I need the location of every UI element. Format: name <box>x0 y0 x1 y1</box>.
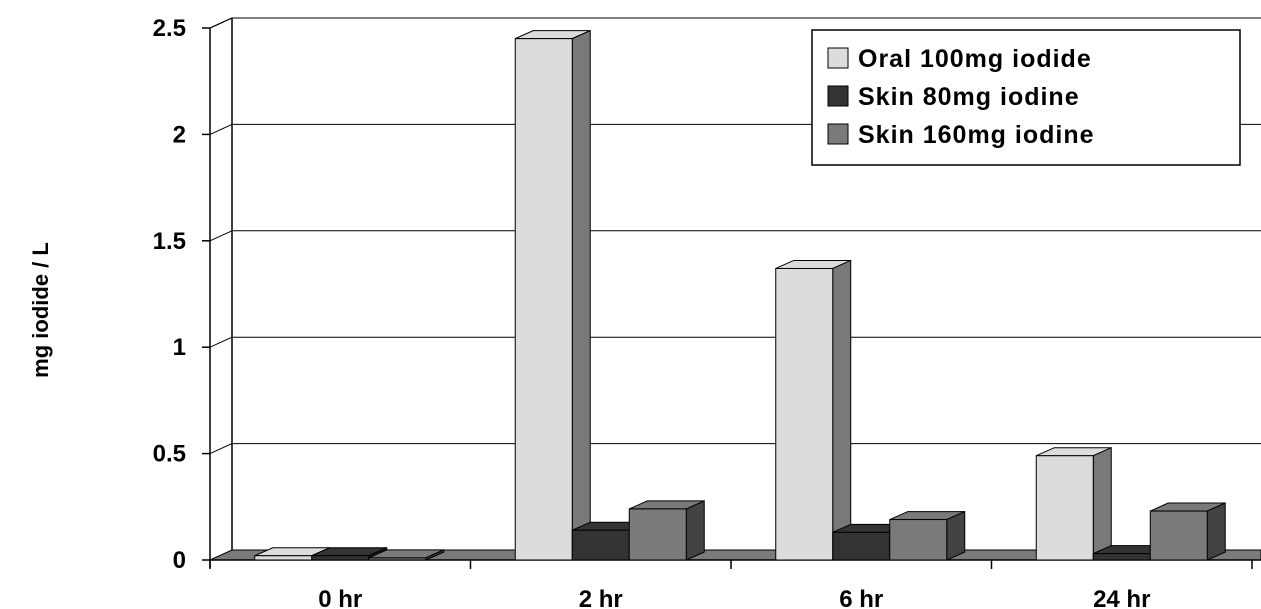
bar <box>1035 446 1112 561</box>
bar-front <box>571 529 630 561</box>
bar-side <box>1206 502 1226 561</box>
y-tick-label: 0 <box>173 547 186 574</box>
gridlines <box>209 17 1261 455</box>
legend-label: Oral 100mg iodide <box>858 45 1092 73</box>
bar <box>368 549 445 561</box>
gridline-diagonal <box>209 443 233 455</box>
bar-side <box>685 500 705 561</box>
bars <box>254 29 1226 561</box>
y-tick-labels: 0 0.5 1 1.5 2 2.5 <box>153 15 210 574</box>
bar-front <box>1092 553 1151 561</box>
bar-front <box>628 508 687 561</box>
top-edge <box>209 17 233 29</box>
bar-front <box>775 267 834 561</box>
legend-swatch <box>827 47 849 69</box>
y-tick-label: 2.5 <box>153 15 186 42</box>
bar-front <box>889 519 948 561</box>
y-tick-label: 2 <box>173 121 186 148</box>
bar-front <box>1035 455 1094 561</box>
bar-side <box>1092 446 1112 561</box>
y-tick-label: 1 <box>173 334 186 361</box>
x-tick-label: 2 hr <box>579 586 623 609</box>
legend-label: Skin 80mg iodine <box>858 83 1080 111</box>
bar-side <box>571 29 591 561</box>
legend: Oral 100mg iodide Skin 80mg iodine Skin 16… <box>811 29 1241 166</box>
gridline-diagonal <box>209 123 233 135</box>
bar-front <box>311 555 370 561</box>
bar <box>1149 502 1226 561</box>
bar-side <box>946 510 966 561</box>
legend-label: Skin 160mg iodine <box>858 121 1095 149</box>
y-tick-label: 0.5 <box>153 441 186 468</box>
y-tick-label: 1.5 <box>153 228 186 255</box>
bar <box>514 29 591 561</box>
bar <box>775 259 852 561</box>
legend-box <box>811 29 1241 166</box>
bar <box>889 510 966 561</box>
bar-front <box>514 38 573 561</box>
x-tick-label: 6 hr <box>839 586 883 609</box>
y-axis-label: mg iodide / L <box>28 242 53 378</box>
x-tick-labels: 0 hr 2 hr 6 hr 24 hr <box>209 560 1253 609</box>
bar-front <box>254 555 313 561</box>
gridline-diagonal <box>209 336 233 348</box>
legend-swatch <box>827 123 849 145</box>
bar-front <box>1149 510 1208 561</box>
gridline-diagonal <box>209 230 233 242</box>
bar-front <box>368 557 427 561</box>
bar <box>628 500 705 561</box>
x-tick-label: 0 hr <box>318 586 362 609</box>
legend-swatch <box>827 85 849 107</box>
bar-side <box>832 259 852 561</box>
bar-front <box>832 531 891 561</box>
x-tick-label: 24 hr <box>1093 586 1150 609</box>
